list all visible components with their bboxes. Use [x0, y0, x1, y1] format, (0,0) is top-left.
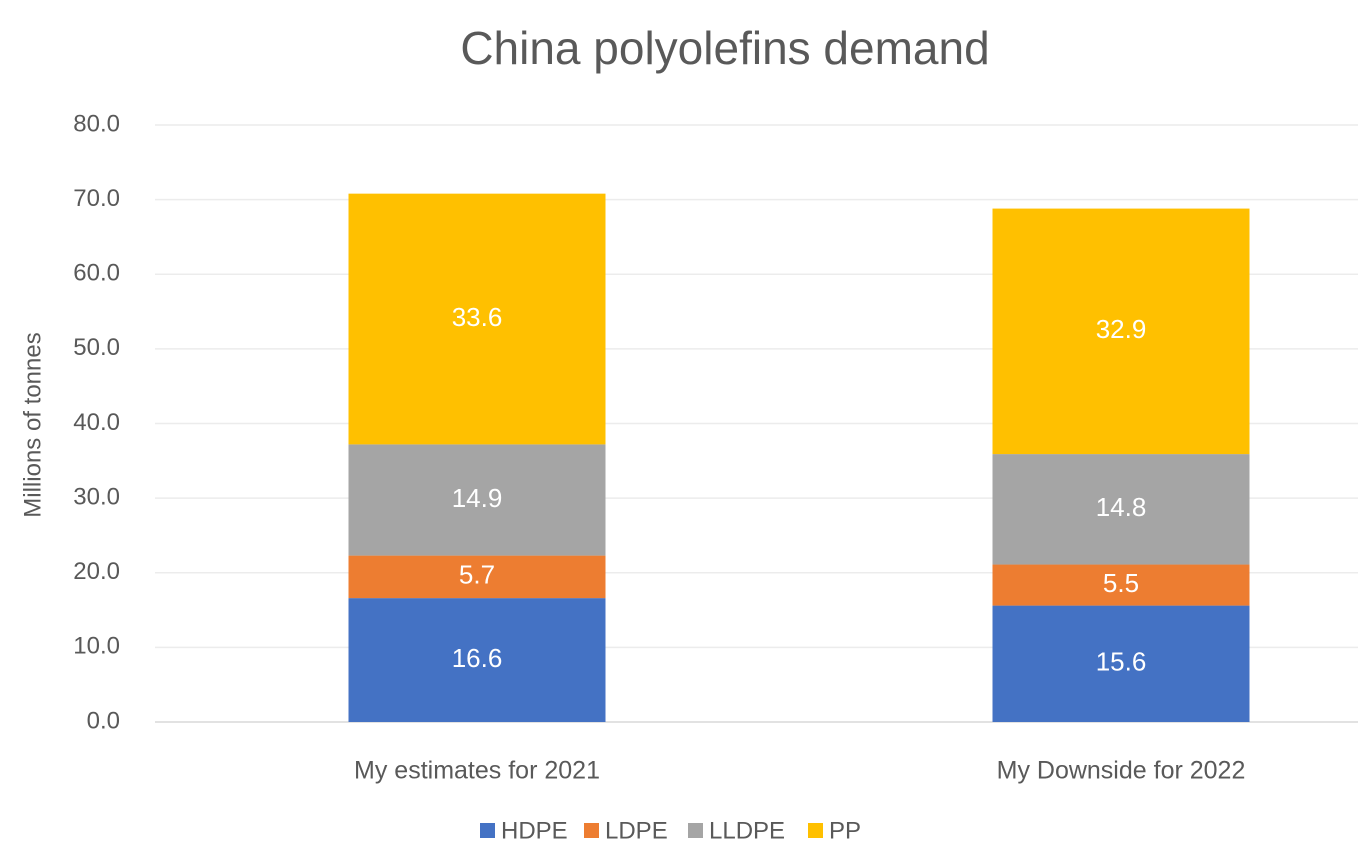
- legend-swatch: [480, 823, 495, 838]
- x-tick-label: My estimates for 2021: [354, 757, 600, 785]
- bar-segment: [992, 208, 1250, 455]
- legend-label: HDPE: [501, 817, 568, 844]
- bar-segment: [348, 598, 606, 722]
- data-label: 5.5: [1103, 568, 1139, 598]
- y-tick-label: 40.0: [73, 409, 120, 436]
- legend-swatch: [808, 823, 823, 838]
- legend-label: PP: [829, 817, 861, 844]
- data-label: 5.7: [459, 560, 495, 590]
- bar-segment: [348, 555, 606, 599]
- legend-swatch: [688, 823, 703, 838]
- legend-swatch: [584, 823, 599, 838]
- bar-segment: [992, 454, 1250, 565]
- y-tick-label: 50.0: [73, 334, 120, 361]
- bar-segment: [992, 564, 1250, 606]
- y-tick-label: 60.0: [73, 260, 120, 287]
- bar-segment: [348, 193, 606, 445]
- y-tick-label: 30.0: [73, 483, 120, 510]
- bar-segment: [348, 444, 606, 556]
- data-label: 32.9: [1096, 314, 1147, 344]
- legend-label: LLDPE: [709, 817, 785, 844]
- data-label: 16.6: [452, 643, 503, 673]
- bar-segment: [992, 605, 1250, 722]
- data-label: 14.8: [1096, 492, 1147, 522]
- y-tick-label: 70.0: [73, 185, 120, 212]
- data-label: 15.6: [1096, 647, 1147, 677]
- legend-label: LDPE: [605, 817, 668, 844]
- data-label: 33.6: [452, 302, 503, 332]
- data-label: 14.9: [452, 483, 503, 513]
- y-tick-label: 80.0: [73, 110, 120, 137]
- chart-title: China polyolefins demand: [460, 22, 989, 74]
- y-tick-label: 20.0: [73, 558, 120, 585]
- y-tick-label: 0.0: [87, 707, 120, 734]
- y-axis-label: Millions of tonnes: [19, 332, 46, 517]
- x-tick-label: My Downside for 2022: [997, 757, 1246, 785]
- y-tick-label: 10.0: [73, 633, 120, 660]
